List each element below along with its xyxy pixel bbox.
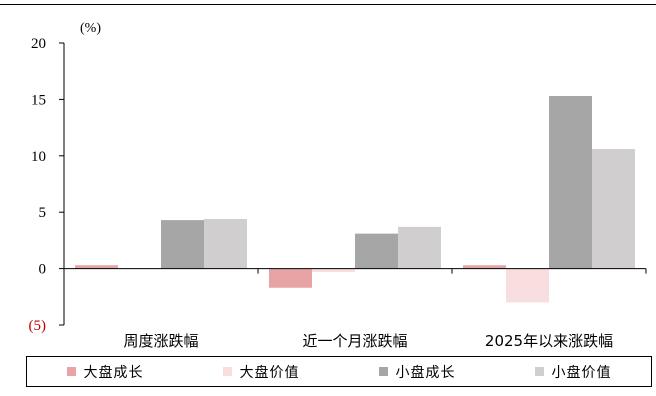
legend-item: 小盘成长 (378, 362, 456, 382)
bar (355, 233, 398, 269)
bar (506, 268, 549, 303)
bar (161, 220, 204, 269)
top-rule (0, 4, 656, 5)
legend-swatch (222, 367, 232, 376)
category-labels: 周度涨跌幅 近一个月涨跌幅 2025年以来涨跌幅 (123, 332, 613, 350)
legend-swatch (66, 367, 76, 376)
legend-item: 大盘成长 (66, 362, 144, 382)
legend-swatch (378, 367, 388, 376)
y-tick-label: 0 (39, 262, 47, 278)
legend-swatch (534, 367, 544, 376)
y-tick-label: (5) (29, 318, 47, 334)
bar-chart: 20 15 10 5 0 (5) (%) 周度涨跌幅 近一个月涨跌幅 2025年以来涨跌幅 (29, 21, 647, 350)
legend: 大盘成长 大盘价值 小盘成长 小盘价值 (26, 356, 652, 387)
bar (463, 265, 506, 269)
x-category-label: 近一个月涨跌幅 (302, 332, 407, 350)
y-unit-label: (%) (80, 21, 101, 36)
bars (75, 96, 635, 303)
bar (549, 96, 592, 269)
bar (312, 268, 355, 272)
y-tick-label: 10 (31, 149, 46, 165)
y-tick-label: 15 (31, 92, 46, 108)
bar (75, 265, 118, 269)
y-tick-label: 5 (39, 205, 47, 221)
y-tick-label: 20 (31, 36, 46, 52)
x-category-label: 周度涨跌幅 (123, 332, 198, 350)
bar (204, 218, 247, 269)
x-ticks (63, 268, 647, 274)
bar (398, 226, 441, 269)
x-category-label: 2025年以来涨跌幅 (485, 332, 613, 350)
legend-item: 大盘价值 (222, 362, 300, 382)
legend-label: 小盘价值 (551, 364, 612, 381)
legend-label: 大盘价值 (239, 364, 300, 381)
bar (269, 268, 312, 288)
bar (592, 149, 635, 269)
y-axis: 20 15 10 5 0 (5) (29, 36, 65, 334)
legend-label: 小盘成长 (395, 364, 456, 381)
legend-label: 大盘成长 (83, 364, 144, 381)
legend-item: 小盘价值 (534, 362, 612, 382)
